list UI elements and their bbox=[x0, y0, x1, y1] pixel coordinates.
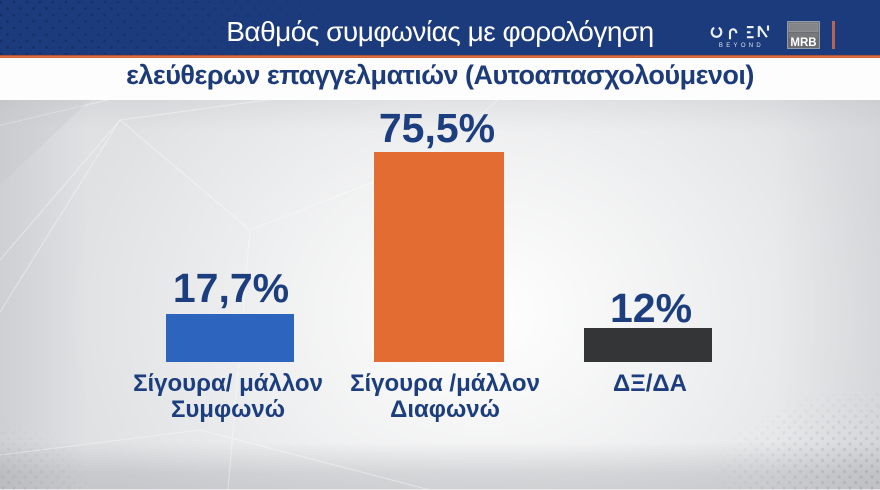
svg-text:BEYOND: BEYOND bbox=[719, 43, 764, 49]
svg-text:MRB: MRB bbox=[790, 37, 816, 49]
